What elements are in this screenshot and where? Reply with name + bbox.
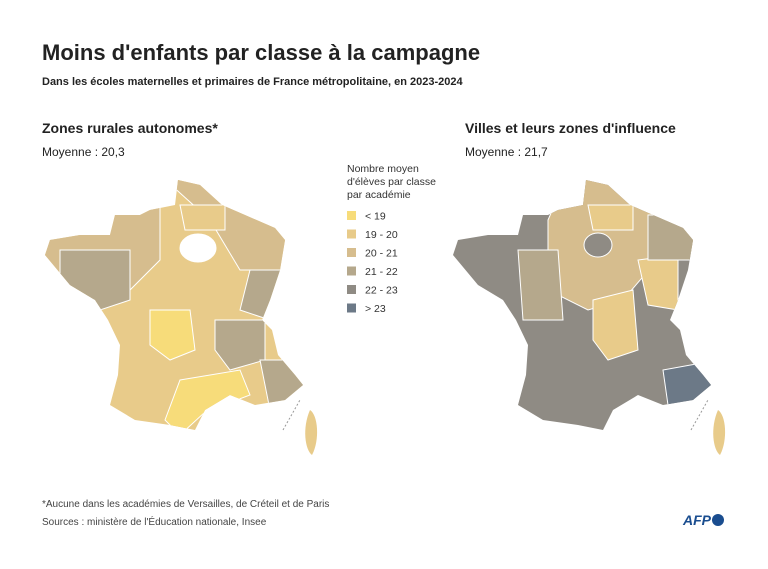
legend-swatch: [347, 266, 356, 276]
legend-label: 21 - 22: [365, 266, 398, 278]
legend-swatch: [347, 211, 356, 220]
map-average: Moyenne : 21,7: [465, 145, 548, 159]
legend-label: 20 - 21: [365, 248, 398, 260]
subtitle: Dans les écoles maternelles et primaires…: [42, 76, 464, 88]
legend-swatch: [347, 285, 356, 294]
map-title: Villes et leurs zones d'influence: [465, 120, 676, 136]
legend-swatch: [347, 229, 356, 239]
legend-title: d'élèves par classe: [347, 176, 436, 188]
legend-label: < 19: [365, 211, 386, 223]
legend-label: > 23: [365, 303, 386, 315]
sources: Sources : ministère de l'Éducation natio…: [42, 515, 267, 528]
legend-label: 22 - 23: [365, 285, 398, 297]
legend-title: par académie: [347, 189, 411, 201]
legend-title: Nombre moyen: [347, 163, 419, 175]
legend-swatch: [347, 303, 356, 313]
legend-swatch: [347, 248, 356, 257]
logo: AFP: [682, 512, 712, 528]
logo-dot: [712, 514, 724, 526]
map-title: Zones rurales autonomes*: [42, 120, 218, 136]
map-average: Moyenne : 20,3: [42, 145, 125, 159]
legend-label: 19 - 20: [365, 229, 398, 241]
title: Moins d'enfants par classe à la campagne: [42, 40, 480, 65]
footnote: *Aucune dans les académies de Versailles…: [42, 499, 329, 510]
